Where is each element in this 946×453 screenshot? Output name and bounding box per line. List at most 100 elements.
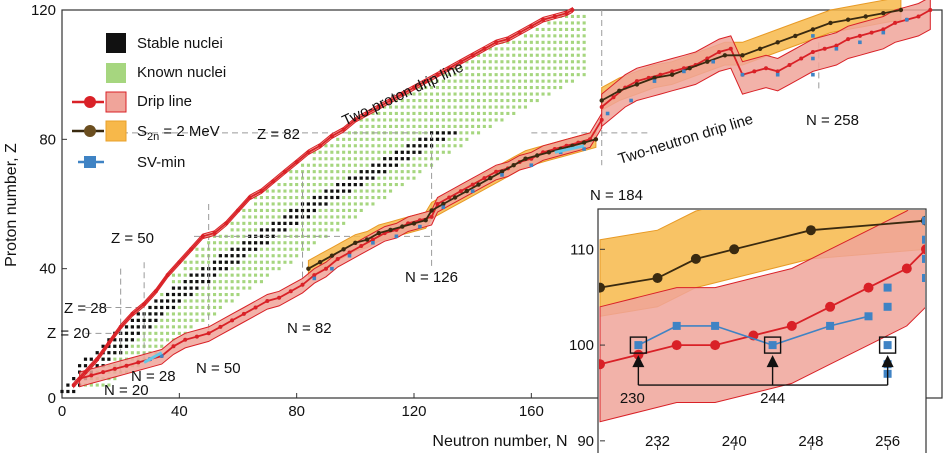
- known-nucleus: [471, 118, 475, 122]
- known-nucleus: [494, 79, 498, 83]
- known-nucleus: [494, 111, 498, 115]
- stable-nucleus: [312, 202, 316, 206]
- known-nucleus: [242, 208, 246, 212]
- stable-nucleus: [95, 364, 99, 368]
- known-nucleus: [353, 163, 357, 167]
- known-nucleus: [512, 105, 516, 109]
- known-nucleus: [541, 27, 545, 31]
- known-nucleus: [506, 47, 510, 51]
- known-nucleus: [570, 53, 574, 57]
- known-nucleus: [177, 331, 181, 335]
- stable-nucleus: [72, 389, 76, 394]
- known-nucleus: [412, 176, 416, 180]
- inset-svmin-point: [672, 321, 681, 330]
- proton-drip-point: [130, 311, 135, 316]
- s2n-point: [317, 260, 323, 265]
- known-nucleus: [306, 247, 310, 251]
- known-nucleus: [359, 144, 363, 148]
- stable-nucleus: [212, 267, 217, 271]
- known-nucleus: [371, 202, 375, 206]
- known-nucleus: [271, 241, 275, 245]
- known-nucleus: [318, 163, 322, 167]
- known-nucleus: [242, 260, 246, 264]
- svmin-point: [881, 30, 886, 35]
- known-nucleus: [512, 86, 516, 90]
- inset-layer: 230 244 90 100 110 232 240 248 256: [569, 210, 925, 450]
- known-nucleus: [283, 189, 287, 193]
- stable-nucleus: [365, 176, 369, 180]
- known-nucleus: [394, 105, 398, 109]
- known-nucleus: [336, 163, 340, 167]
- known-nucleus: [582, 21, 586, 25]
- known-nucleus: [271, 189, 275, 193]
- stable-nucleus: [177, 292, 181, 297]
- known-nucleus: [183, 312, 187, 316]
- known-nucleus: [477, 92, 481, 96]
- known-nucleus: [559, 27, 563, 31]
- stable-nucleus: [83, 357, 88, 361]
- known-nucleus: [324, 157, 328, 161]
- stable-nucleus: [318, 195, 322, 200]
- stable-nucleus: [312, 208, 316, 213]
- neutron-drip-point: [810, 50, 815, 54]
- known-nucleus: [412, 163, 416, 167]
- known-nucleus: [565, 47, 569, 51]
- inset-y-tick-label: 90: [577, 433, 594, 450]
- known-nucleus: [553, 47, 557, 51]
- known-nucleus: [488, 118, 492, 122]
- known-nucleus: [195, 305, 199, 309]
- known-nucleus: [265, 273, 269, 277]
- known-nucleus: [283, 183, 287, 187]
- stable-nucleus: [195, 273, 199, 277]
- known-nucleus: [529, 66, 533, 70]
- known-nucleus: [559, 47, 563, 51]
- known-nucleus: [171, 331, 175, 335]
- known-nucleus: [523, 79, 527, 83]
- known-nucleus: [312, 241, 316, 245]
- known-nucleus: [312, 163, 316, 167]
- stable-nucleus: [207, 280, 211, 284]
- stable-nucleus: [265, 228, 269, 232]
- known-nucleus: [301, 176, 305, 180]
- known-nucleus: [342, 221, 346, 225]
- known-nucleus: [136, 344, 140, 348]
- known-nucleus: [324, 215, 328, 219]
- stable-nucleus: [130, 331, 134, 335]
- label-n258: N = 258: [806, 112, 859, 129]
- stable-nucleus: [124, 338, 129, 342]
- stable-nucleus: [230, 260, 234, 264]
- known-nucleus: [418, 99, 422, 103]
- bands-layer: [73, 0, 931, 389]
- stable-nucleus: [148, 305, 152, 310]
- known-nucleus: [441, 79, 445, 83]
- known-nucleus: [265, 196, 269, 200]
- drip-band: [79, 111, 603, 388]
- stable-nucleus: [242, 247, 246, 251]
- stable-nucleus: [441, 131, 445, 135]
- known-nucleus: [535, 73, 539, 77]
- known-nucleus: [406, 170, 410, 174]
- known-nucleus: [412, 137, 416, 141]
- proton-drip-point: [224, 221, 229, 226]
- known-nucleus: [359, 131, 363, 135]
- known-nucleus: [330, 228, 334, 232]
- known-nucleus: [336, 215, 340, 219]
- stable-nucleus: [72, 377, 76, 381]
- known-nucleus: [277, 267, 281, 271]
- known-nucleus: [336, 202, 340, 206]
- known-nucleus: [453, 79, 457, 83]
- known-nucleus: [306, 196, 310, 200]
- known-nucleus: [471, 73, 475, 77]
- known-nucleus: [289, 202, 293, 206]
- known-nucleus: [535, 99, 539, 103]
- known-nucleus: [218, 299, 222, 303]
- known-nucleus: [312, 170, 316, 174]
- stable-nucleus: [447, 131, 451, 135]
- stable-nucleus: [418, 150, 422, 154]
- known-nucleus: [336, 176, 340, 180]
- known-nucleus: [195, 318, 199, 322]
- known-nucleus: [576, 27, 580, 31]
- known-nucleus: [500, 86, 504, 90]
- neutron-drip-point: [705, 56, 710, 61]
- known-nucleus: [459, 105, 463, 109]
